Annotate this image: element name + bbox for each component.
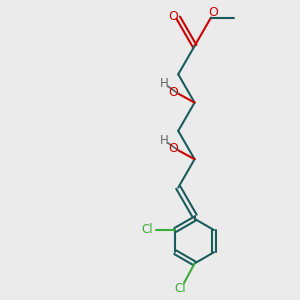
Text: Cl: Cl — [142, 224, 153, 236]
Text: O: O — [168, 86, 178, 99]
Text: Cl: Cl — [174, 282, 185, 295]
Text: H: H — [160, 77, 169, 90]
Text: H: H — [160, 134, 169, 147]
Text: O: O — [208, 6, 218, 19]
Text: O: O — [168, 142, 178, 155]
Text: O: O — [168, 10, 178, 23]
